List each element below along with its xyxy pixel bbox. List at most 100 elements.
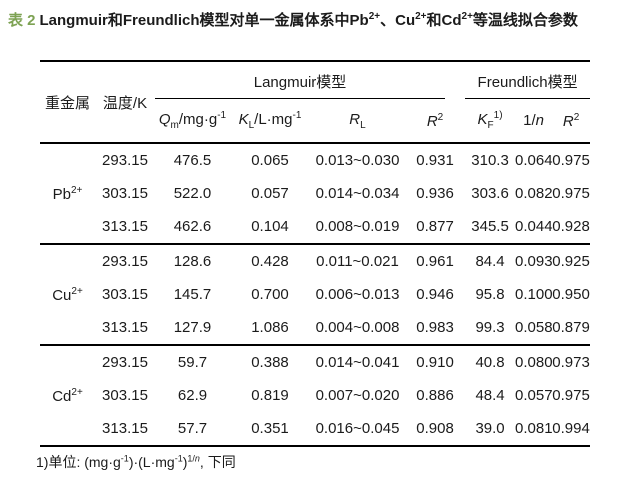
cell-kl: 0.351: [230, 412, 310, 447]
cell-kl: 0.819: [251, 387, 289, 404]
cell-r2-freundlich: 0.975: [552, 152, 590, 169]
cell-kl: 1.086: [251, 319, 289, 336]
cell-temperature: 313.15: [102, 218, 148, 235]
cell-r2-freundlich: 0.994: [552, 412, 591, 447]
header-metal: 重金属: [40, 60, 95, 144]
cell-1-over-n: 0.058: [515, 319, 553, 336]
cell-kf: 345.5: [471, 218, 509, 235]
title-text-2: 、Cu: [380, 12, 416, 29]
title-sup-cd: 2+: [461, 11, 473, 22]
title-sup-pb: 2+: [368, 11, 381, 22]
cell-qm: 128.6: [155, 243, 230, 278]
cell-temperature: 313.15: [95, 412, 155, 447]
cell-r2-langmuir: 0.931: [416, 152, 454, 169]
cell-kl: 0.428: [230, 243, 310, 278]
cell-kl: 0.104: [251, 218, 289, 235]
cell-qm: 145.7: [173, 286, 212, 303]
cell-kf: 48.4: [475, 387, 505, 404]
cell-kf: 95.8: [475, 286, 505, 303]
cell-temperature: 313.15: [102, 319, 148, 336]
cell-qm: 476.5: [173, 152, 212, 169]
table-row: Pb2+ 293.15 476.5 0.065 0.013~0.030 0.93…: [40, 143, 590, 203]
cell-1-over-n: 0.100: [515, 286, 553, 303]
metal-label-cu: Cu2+: [40, 243, 95, 345]
langmuir-group-header: Langmuir模型: [155, 60, 466, 99]
cell-qm: 62.9: [177, 387, 208, 404]
cell-qm: 522.0: [173, 185, 212, 202]
cell-1-over-n: 0.080: [515, 344, 553, 379]
cell-r2-langmuir: 0.936: [416, 185, 454, 202]
cell-r2-langmuir: 0.910: [405, 344, 466, 379]
table-row: 303.15 62.9 0.819 0.007~0.020 0.886 48.4…: [40, 379, 590, 412]
title-text-4: 等温线拟合参数: [472, 12, 578, 29]
cell-r2-langmuir: 0.908: [405, 412, 466, 447]
cell-qm: 59.7: [155, 344, 230, 379]
header-row-groups: 重金属 温度/K Langmuir模型 Freundlich模型: [40, 60, 591, 144]
cell-r2-langmuir: 0.961: [405, 243, 466, 278]
cell-1-over-n: 0.044: [515, 218, 553, 235]
cell-rl: 0.016~0.045: [310, 412, 405, 447]
table-row: 303.15 522.0 0.057 0.014~0.034 0.936 303…: [40, 177, 590, 210]
cell-kf: 84.4: [465, 243, 516, 278]
header-r2-langmuir: R2: [405, 99, 466, 144]
cell-r2-freundlich: 0.975: [552, 387, 590, 404]
title-text-3: 和Cd: [426, 12, 462, 29]
cell-r2-langmuir: 0.983: [416, 319, 454, 336]
cell-kl: 0.700: [251, 286, 289, 303]
cell-rl: 0.006~0.013: [315, 286, 400, 303]
cell-r2-langmuir: 0.946: [416, 286, 454, 303]
cell-kf: 40.8: [465, 344, 516, 379]
cell-r2-langmuir: 0.886: [416, 387, 454, 404]
cell-r2-freundlich: 0.950: [552, 286, 590, 303]
cell-r2-langmuir: 0.877: [416, 218, 454, 235]
header-temperature: 温度/K: [95, 60, 155, 144]
table-footnote: 1)单位: (mg·g-1)·(L·mg-1)1/n, 下同: [36, 453, 236, 470]
cell-rl: 0.004~0.008: [315, 319, 400, 336]
cell-qm: 462.6: [173, 218, 212, 235]
table-row: 303.15 145.7 0.700 0.006~0.013 0.946 95.…: [40, 278, 590, 311]
cell-rl: 0.014~0.034: [315, 185, 400, 202]
langmuir-group-label: Langmuir模型: [155, 71, 446, 99]
header-qm: Qm/mg·g-1: [155, 99, 230, 144]
cell-kf: 310.3: [471, 152, 509, 169]
cell-1-over-n: 0.082: [515, 185, 553, 202]
table-row: 313.15 57.7 0.351 0.016~0.045 0.908 39.0…: [40, 412, 591, 447]
table-row: Cd2+ 293.15 59.7 0.388 0.014~0.041 0.910…: [40, 344, 591, 447]
cell-1-over-n: 0.081: [515, 412, 553, 447]
cell-r2-freundlich: 0.928: [552, 218, 590, 235]
cell-rl: 0.014~0.041: [310, 344, 405, 379]
cell-kl: 0.057: [251, 185, 289, 202]
table-row: Cu2+ 293.15 128.6 0.428 0.011~0.021 0.96…: [40, 243, 591, 345]
cell-rl: 0.008~0.019: [315, 218, 400, 235]
cell-temperature: 303.15: [102, 387, 148, 404]
header-1-over-n: 1/n: [515, 99, 553, 144]
cell-temperature: 293.15: [102, 152, 148, 169]
cell-qm: 57.7: [155, 412, 230, 447]
cell-r2-freundlich: 0.879: [552, 319, 590, 336]
cell-1-over-n: 0.057: [515, 387, 553, 404]
metal-label-pb: Pb2+: [52, 184, 83, 203]
cell-temperature: 303.15: [102, 286, 148, 303]
header-kf: KF1): [465, 99, 516, 144]
cell-rl: 0.013~0.030: [315, 152, 400, 169]
title-sup-cu: 2+: [415, 11, 427, 22]
parameters-table: 重金属 温度/K Langmuir模型 Freundlich模型 Qm/mg·g…: [40, 60, 591, 447]
header-kl: KL/L·mg-1: [230, 99, 310, 144]
freundlich-group-label: Freundlich模型: [465, 71, 591, 99]
metal-label-cd: Cd2+: [40, 344, 95, 447]
cell-kf: 39.0: [465, 412, 516, 447]
cell-kl: 0.065: [251, 152, 289, 169]
cell-temperature: 303.15: [102, 185, 148, 202]
table-row: 313.15 462.6 0.104 0.008~0.019 0.877 345…: [40, 210, 590, 244]
table-label: 表 2: [8, 12, 36, 29]
table-row: 313.15 127.9 1.086 0.004~0.008 0.983 99.…: [40, 311, 590, 345]
cell-r2-freundlich: 0.973: [552, 344, 591, 379]
cell-qm: 127.9: [173, 319, 212, 336]
cell-kf: 303.6: [471, 185, 509, 202]
cell-r2-freundlich: 0.975: [552, 185, 590, 202]
header-r2-freundlich: R2: [552, 99, 591, 144]
cell-kl: 0.388: [230, 344, 310, 379]
cell-r2-freundlich: 0.925: [552, 243, 591, 278]
title-text-1: Langmuir和Freundlich模型对单一金属体系中Pb: [39, 12, 369, 29]
